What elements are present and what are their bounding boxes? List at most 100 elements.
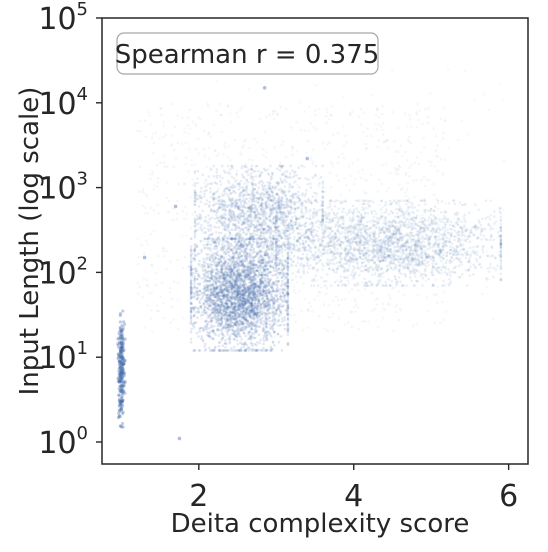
scatter-point [226,293,229,296]
scatter-point [250,301,253,305]
scatter-point [202,308,206,311]
scatter-point [248,281,251,284]
scatter-point [119,368,123,372]
scatter-point [233,260,236,264]
scatter-point [212,299,216,302]
scatter-point [248,260,251,264]
scatter-point [277,182,281,186]
scatter-point [251,264,255,267]
scatter-point [271,243,274,247]
scatter-point [230,288,233,291]
scatter-point [269,270,273,274]
scatter-point [207,346,211,350]
scatter-point [468,246,472,249]
scatter-point [214,287,218,291]
scatter-point [236,293,240,297]
scatter-point [120,362,125,366]
scatter-point [219,260,222,264]
scatter-point [206,273,210,276]
scatter-point [303,199,307,203]
scatter-point [189,301,193,305]
scatter-point [231,295,235,299]
scatter-point [257,313,261,317]
scatter-point [255,311,258,315]
scatter-point [195,269,199,273]
scatter-point [193,181,197,185]
scatter-point [118,366,122,370]
scatter-point [258,341,261,345]
scatter-point [265,291,268,295]
scatter-point [263,210,267,213]
scatter-point [246,269,249,273]
scatter-point [224,346,227,349]
scatter-point [271,247,274,251]
scatter-point [119,371,123,376]
scatter-point [228,231,232,235]
scatter-point [120,377,124,381]
scatter-point [260,255,264,258]
scatter-point [256,320,260,324]
scatter-point [288,189,291,193]
scatter-point [261,327,265,331]
scatter-point [199,314,203,317]
scatter-point [119,400,124,404]
scatter-point [277,252,281,255]
scatter-point [209,187,212,190]
scatter-point [256,241,260,245]
scatter-point [119,367,123,372]
scatter-point [212,195,215,199]
scatter-point [217,258,221,262]
scatter-point [199,239,203,243]
scatter-point [197,205,201,208]
scatter-point [234,279,237,282]
scatter-point [120,372,124,376]
scatter-point [193,326,196,329]
scatter-point [266,172,270,175]
scatter-point [258,310,262,314]
scatter-point [117,414,121,418]
scatter-point [215,221,219,225]
scatter-point [220,317,224,320]
scatter-point [195,290,199,294]
scatter-point [118,353,122,357]
scatter-point [239,186,243,189]
scatter-point [286,342,290,346]
scatter-point [120,331,124,335]
scatter-point [226,164,230,168]
scatter-point [261,181,265,185]
scatter-point [292,254,296,258]
scatter-point [246,202,249,205]
scatter-point [119,379,123,383]
scatter-point [248,205,252,208]
scatter-point [212,280,216,283]
scatter-point [196,218,199,221]
scatter-point [241,320,245,323]
scatter-point [239,277,243,281]
scatter-point [278,169,282,172]
scatter-point [121,367,125,371]
scatter-point [221,280,225,284]
scatter-point [248,334,252,338]
scatter-point [249,341,253,345]
scatter-point [269,349,273,352]
scatter-point [120,383,124,387]
scatter-point [210,266,214,270]
scatter-point [254,312,258,315]
scatter-point [218,174,222,178]
scatter-point [117,353,121,357]
scatter-point [242,215,246,218]
scatter-point [264,324,268,328]
scatter-point [285,272,288,276]
scatter-point [270,320,274,323]
scatter-point [241,293,244,296]
scatter-point [116,356,120,361]
scatter-point [116,376,120,380]
scatter-point [223,190,226,194]
scatter-point [219,303,223,306]
scatter-point [247,308,251,311]
scatter-point [268,240,272,244]
scatter-point [119,350,123,354]
scatter-point [311,195,315,198]
scatter-point [281,228,284,232]
scatter-point [238,245,241,248]
